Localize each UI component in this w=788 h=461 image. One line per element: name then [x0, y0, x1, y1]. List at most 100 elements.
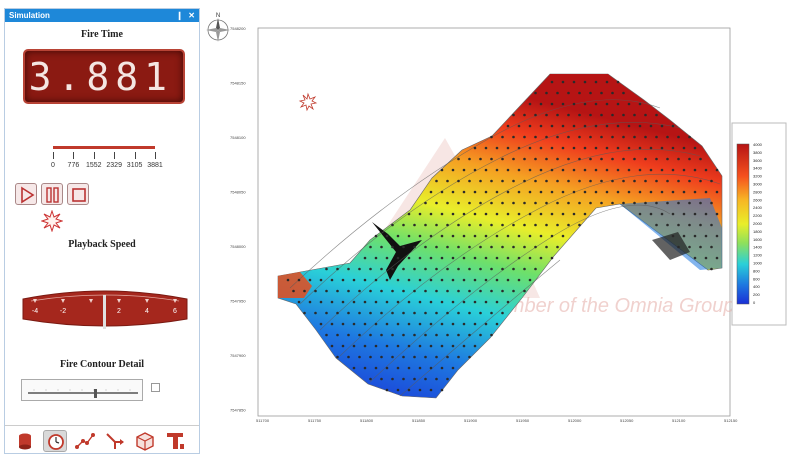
blast-hole	[523, 289, 526, 293]
toolbar-button-box[interactable]	[133, 430, 157, 452]
blast-hole	[688, 223, 691, 227]
blast-hole	[391, 289, 394, 293]
blast-hole	[528, 146, 532, 150]
blast-hole	[671, 146, 675, 150]
timeline-tick	[53, 152, 54, 159]
blast-hole	[457, 157, 460, 161]
legend-value: 400	[753, 284, 760, 289]
blast-hole	[605, 124, 609, 128]
blast-hole	[473, 256, 477, 260]
blast-hole	[517, 190, 521, 194]
blast-hole	[473, 278, 477, 282]
blast-hole	[446, 201, 449, 205]
blast-hole	[369, 355, 372, 359]
blast-hole	[385, 344, 389, 348]
blast-hole	[556, 245, 559, 249]
blast-hole	[495, 190, 499, 194]
blast-hole	[358, 355, 361, 359]
toolbar-button-drill[interactable]	[103, 430, 127, 452]
blast-hole	[402, 377, 405, 381]
blast-hole	[336, 289, 339, 293]
blast-hole	[671, 234, 675, 238]
blast-hole	[638, 168, 642, 172]
blast-hole	[479, 289, 482, 293]
blast-hole	[418, 366, 422, 370]
close-icon[interactable]: ✕	[188, 11, 195, 20]
pause-button[interactable]	[41, 183, 63, 205]
blast-hole	[468, 245, 471, 249]
legend-value: 2800	[753, 189, 763, 194]
blast-hole	[688, 179, 691, 183]
blast-hole	[402, 245, 405, 249]
y-axis-labels: 7548200 7548150 7548100 7548050 7548000 75479…	[230, 26, 246, 413]
playback-speed-gauge[interactable]: -4 -2 2 4 6	[19, 289, 191, 333]
timeline-track[interactable]	[53, 146, 155, 149]
blast-hole	[523, 245, 526, 249]
blast-hole	[666, 223, 669, 227]
blast-hole	[523, 113, 526, 117]
blast-hole	[413, 355, 416, 359]
fire-contour-surface	[277, 73, 723, 399]
blast-hole	[468, 201, 471, 205]
blast-hole	[473, 168, 477, 172]
free-face-line	[372, 222, 422, 280]
blast-hole	[528, 102, 532, 106]
blast-hole	[523, 179, 526, 183]
x-tick-label: 511850	[412, 418, 426, 423]
blast-hole	[649, 124, 653, 128]
blast-hole	[435, 201, 438, 205]
toolbar-button-clock[interactable]	[43, 430, 67, 452]
speed-needle[interactable]	[103, 295, 106, 329]
stop-button[interactable]	[67, 183, 89, 205]
blast-hole	[671, 190, 675, 194]
toolbar-button-drum[interactable]	[13, 430, 37, 452]
blast-hole	[424, 223, 427, 227]
clock-icon	[48, 434, 64, 450]
legend-value: 1200	[753, 253, 763, 258]
legend-value: 1400	[753, 245, 763, 250]
timeline-slider[interactable]: 0 776 1552 2329 3105 3881	[45, 146, 163, 176]
blast-hole	[457, 311, 460, 315]
fire-contour-map[interactable]: member of the Omnia Group 7548200 7548150…	[200, 8, 788, 456]
blast-hole	[358, 333, 361, 337]
blast-hole	[330, 300, 334, 304]
toolbar-button-pattern[interactable]	[73, 430, 97, 452]
blast-hole	[523, 223, 526, 227]
blast-hole	[545, 157, 548, 161]
toolbar-button-text[interactable]	[163, 430, 187, 452]
contour-plot[interactable]: member of the Omnia Group 7548200 7548150…	[200, 8, 788, 456]
speed-tick	[117, 299, 121, 303]
blast-hole	[457, 201, 460, 205]
pin-icon[interactable]: ❙	[176, 11, 183, 20]
blast-hole	[523, 157, 526, 161]
contour-slider-thumb[interactable]	[94, 389, 97, 398]
blast-hole	[292, 289, 295, 293]
contour-detail-slider[interactable]	[21, 379, 143, 401]
y-tick-label: 7547850	[230, 408, 246, 413]
blast-hole	[380, 333, 383, 337]
blast-hole	[440, 190, 444, 194]
y-tick-label: 7548050	[230, 190, 246, 195]
blast-hole	[407, 322, 411, 326]
blast-hole	[506, 212, 510, 216]
blast-hole	[517, 146, 521, 150]
blast-hole	[660, 146, 664, 150]
legend-value: 1800	[753, 229, 763, 234]
blast-hole	[578, 223, 581, 227]
blast-hole	[418, 388, 422, 392]
fire-burst-button[interactable]	[40, 209, 64, 233]
timeline-tick-label: 3881	[147, 162, 163, 169]
blast-hole	[336, 311, 339, 315]
blast-hole	[424, 311, 427, 315]
blast-hole	[490, 289, 493, 293]
contour-detail-checkbox[interactable]	[151, 383, 160, 392]
blast-hole	[633, 179, 636, 183]
blast-hole	[435, 223, 438, 227]
blast-hole	[616, 146, 620, 150]
blast-hole	[627, 146, 631, 150]
x-tick-label: 511750	[308, 418, 322, 423]
blast-hole	[484, 256, 488, 260]
blast-hole	[600, 179, 603, 183]
blast-hole	[429, 234, 433, 238]
play-button[interactable]	[15, 183, 37, 205]
